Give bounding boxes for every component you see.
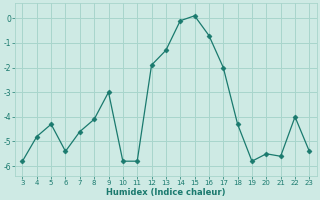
X-axis label: Humidex (Indice chaleur): Humidex (Indice chaleur) [106, 188, 226, 197]
